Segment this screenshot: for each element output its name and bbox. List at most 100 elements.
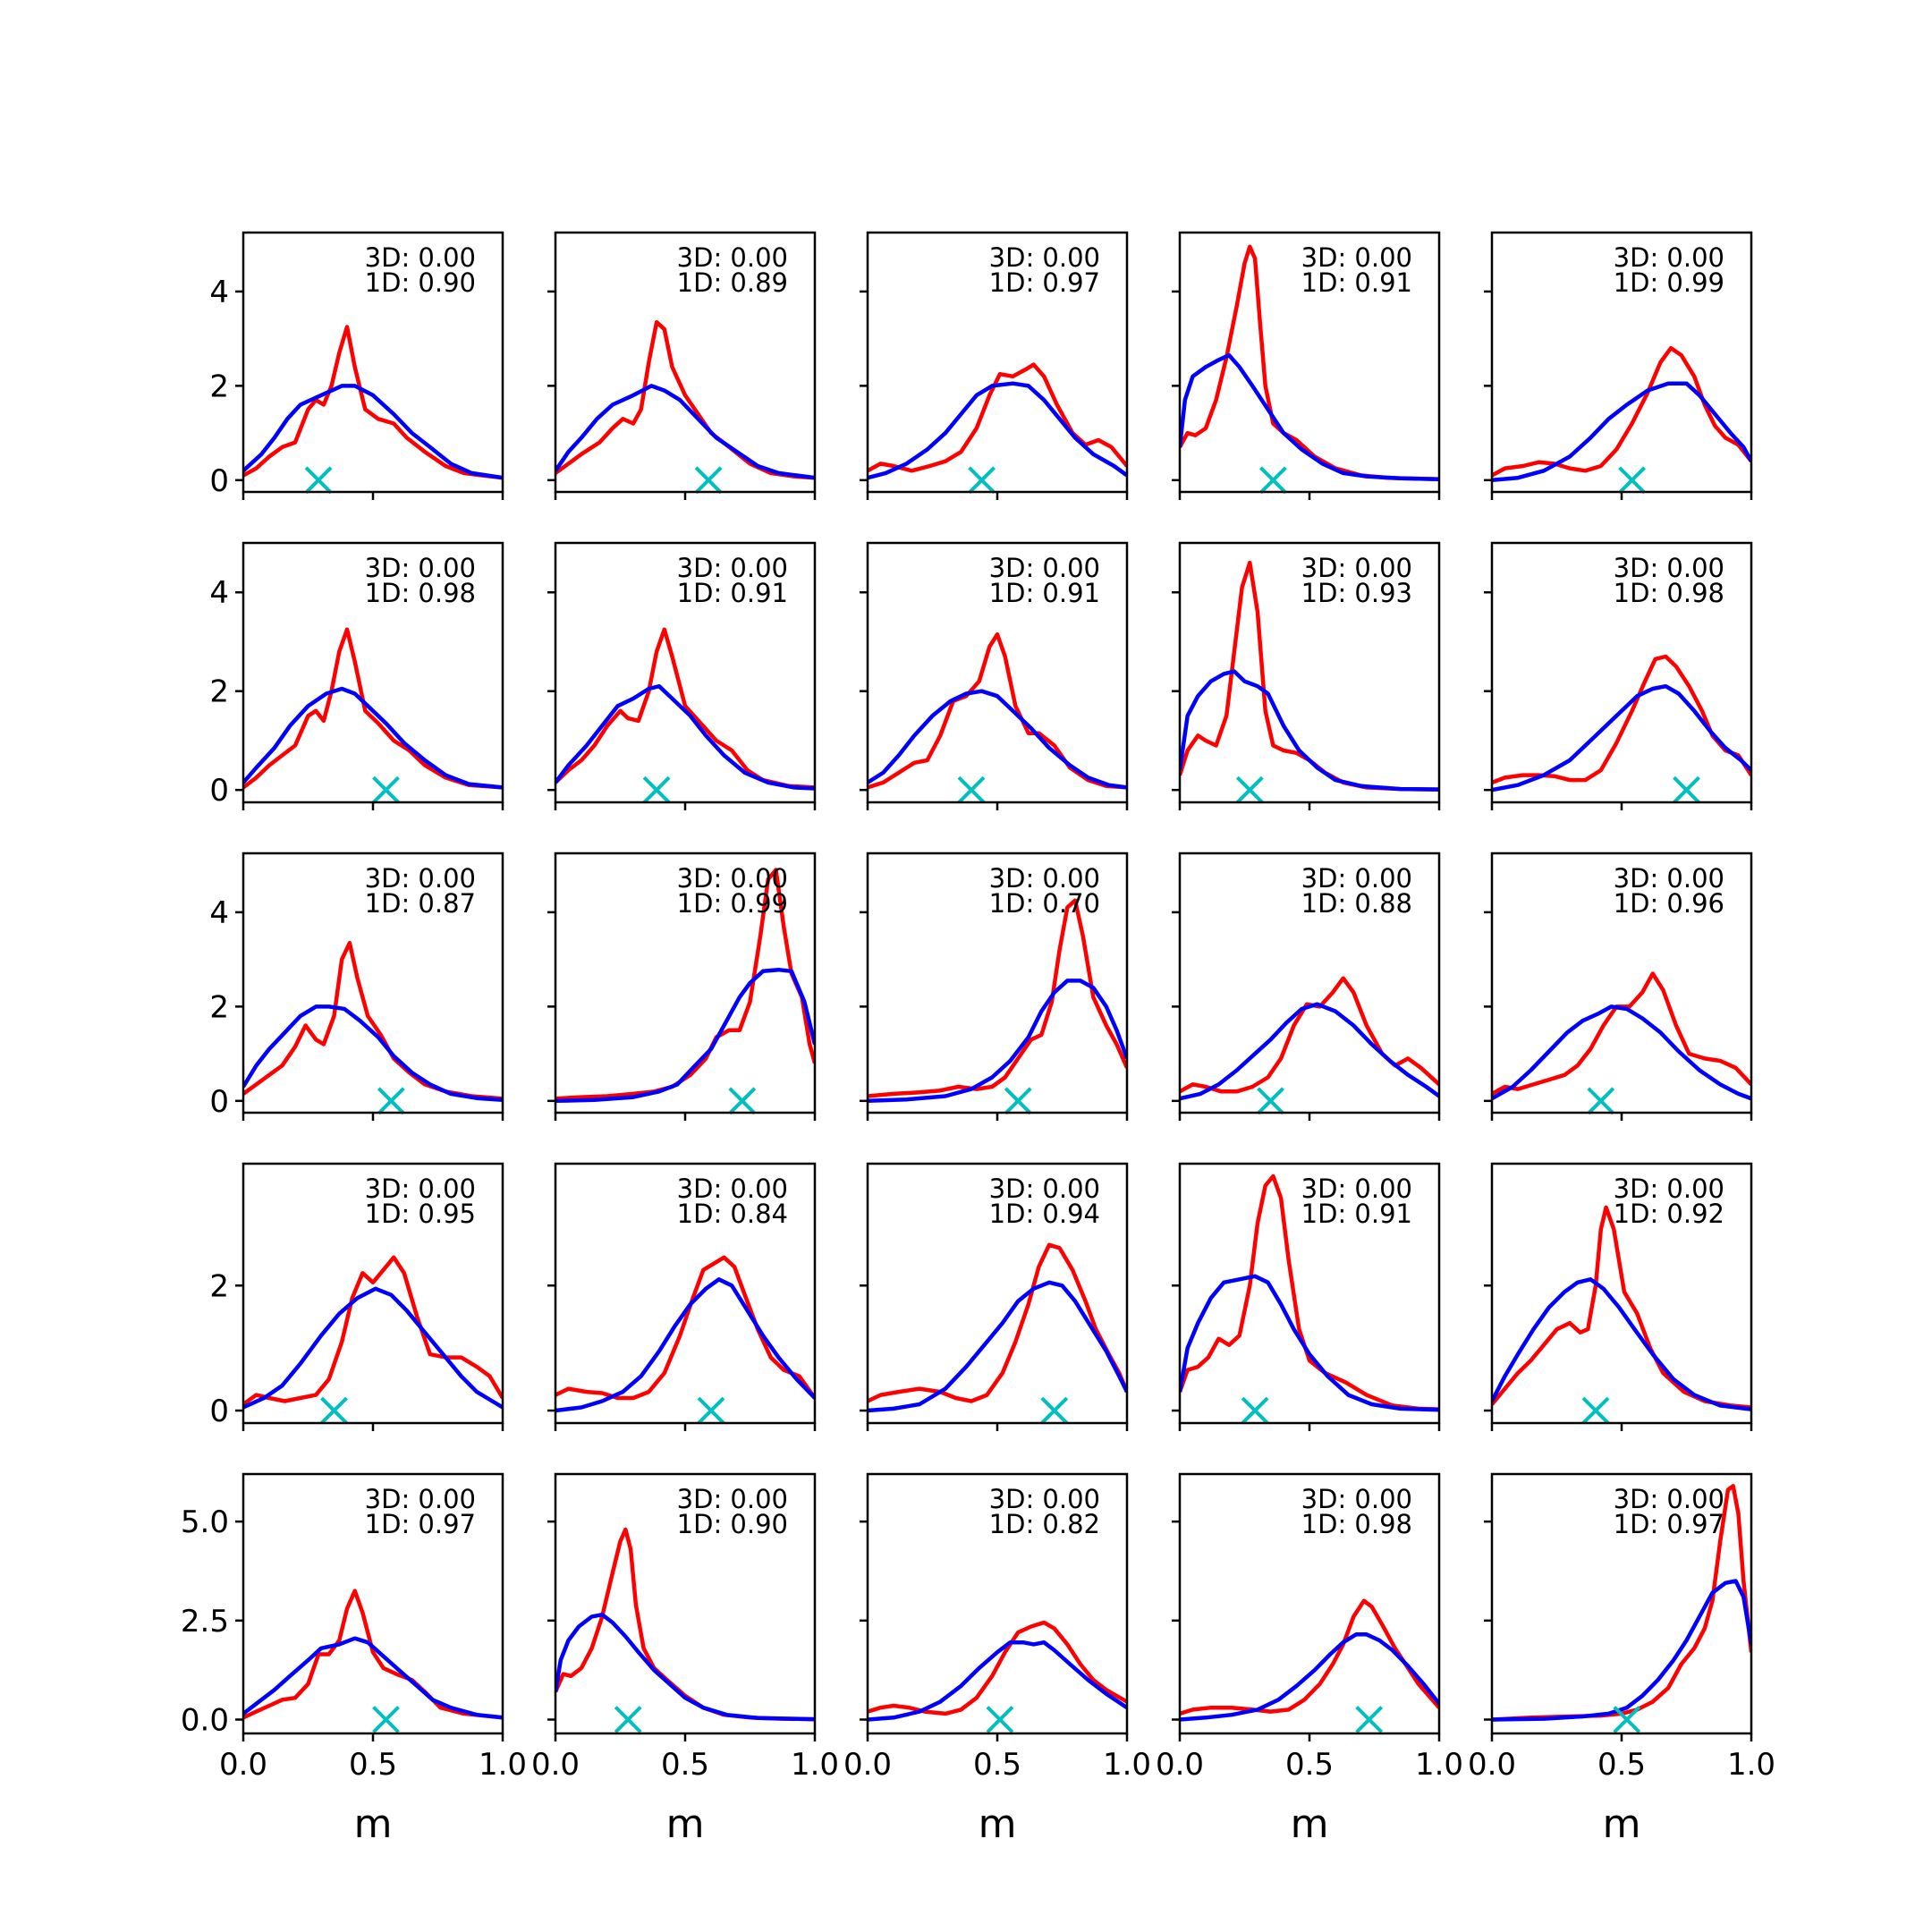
score-annotation: 3D: 0.00 [989,1174,1100,1204]
score-annotation: 3D: 0.00 [1614,1484,1724,1514]
x-tick-label: 1.0 [791,1747,839,1783]
cyan-x-marker [372,775,400,804]
cyan-x-marker [1581,1396,1610,1425]
score-annotation: 1D: 0.91 [1301,267,1412,298]
x-axis-label: m [979,1801,1017,1847]
score-annotation: 1D: 0.91 [1301,1199,1412,1229]
score-annotation: 3D: 0.00 [365,1174,476,1204]
score-annotation: 3D: 0.00 [365,863,476,894]
blue-density-line [243,1636,503,1720]
red-density-line [1492,345,1751,478]
red-density-line [243,940,503,1101]
blue-density-line [1492,683,1751,792]
score-annotation: 3D: 0.00 [1614,242,1724,273]
score-annotation: 3D: 0.00 [989,863,1100,894]
score-annotation: 1D: 0.92 [1614,1199,1724,1229]
red-density-line [555,868,815,1101]
cyan-x-marker [1258,466,1287,495]
score-annotation: 3D: 0.00 [677,863,788,894]
cyan-x-marker [377,1087,405,1115]
cyan-x-marker [1257,1087,1284,1115]
score-annotation: 1D: 0.98 [365,578,476,608]
score-annotation: 3D: 0.00 [677,1174,788,1204]
score-annotation: 1D: 0.84 [677,1199,788,1229]
cyan-x-marker [372,1706,400,1733]
blue-density-line [1492,381,1751,483]
blue-density-line [555,1612,815,1722]
x-tick-label: 0.0 [1468,1747,1516,1783]
blue-density-line [1492,1004,1751,1101]
score-annotation: 1D: 0.91 [989,578,1100,608]
x-tick-label: 1.0 [1727,1747,1775,1783]
y-tick-label: 5.0 [181,1504,229,1540]
cyan-x-marker [957,775,986,804]
score-annotation: 1D: 0.89 [677,267,788,298]
y-tick-label: 0 [209,773,229,809]
cyan-x-marker [642,775,671,804]
blue-density-line [555,683,815,791]
score-annotation: 1D: 0.98 [1614,578,1724,608]
cyan-x-marker [1613,1706,1641,1733]
y-tick-label: 0 [209,1394,229,1429]
x-tick-label: 0.0 [531,1747,580,1783]
score-annotation: 3D: 0.00 [365,242,476,273]
cyan-x-marker [986,1706,1014,1733]
score-annotation: 1D: 0.98 [1301,1509,1412,1539]
x-tick-label: 0.5 [661,1747,709,1783]
x-tick-label: 0.5 [1597,1747,1646,1783]
blue-density-line [555,384,815,480]
blue-density-line [868,381,1127,480]
score-annotation: 1D: 0.90 [365,267,476,298]
score-annotation: 1D: 0.97 [989,267,1100,298]
x-tick-label: 0.5 [1285,1747,1334,1783]
score-annotation: 3D: 0.00 [1614,1174,1724,1204]
x-axis-label: m [666,1801,705,1847]
score-annotation: 3D: 0.00 [1301,1484,1412,1514]
score-annotation: 1D: 0.91 [677,578,788,608]
x-axis-label: m [1603,1801,1641,1847]
score-annotation: 1D: 0.96 [1614,888,1724,919]
x-tick-label: 0.5 [349,1747,397,1783]
red-density-line [243,627,503,790]
score-annotation: 1D: 0.88 [1301,888,1412,919]
red-density-line [555,319,815,480]
score-annotation: 1D: 0.82 [989,1509,1100,1539]
score-annotation: 3D: 0.00 [677,242,788,273]
red-density-line [243,1255,503,1406]
blue-density-line [555,967,815,1104]
score-annotation: 1D: 0.93 [1301,578,1412,608]
y-tick-label: 2.5 [181,1604,229,1640]
red-density-line [1492,1205,1751,1410]
y-tick-label: 2 [209,989,229,1025]
cyan-x-marker [697,1396,725,1425]
score-annotation: 1D: 0.70 [989,888,1100,919]
cyan-x-marker [1355,1706,1384,1733]
cyan-x-marker [1040,1396,1069,1425]
score-annotation: 1D: 0.97 [1614,1509,1724,1539]
blue-density-line [1180,1274,1439,1412]
score-annotation: 3D: 0.00 [365,1484,476,1514]
score-annotation: 3D: 0.00 [677,1484,788,1514]
score-annotation: 3D: 0.00 [677,553,788,583]
cyan-x-marker [614,1706,642,1733]
y-tick-label: 2 [209,674,229,710]
